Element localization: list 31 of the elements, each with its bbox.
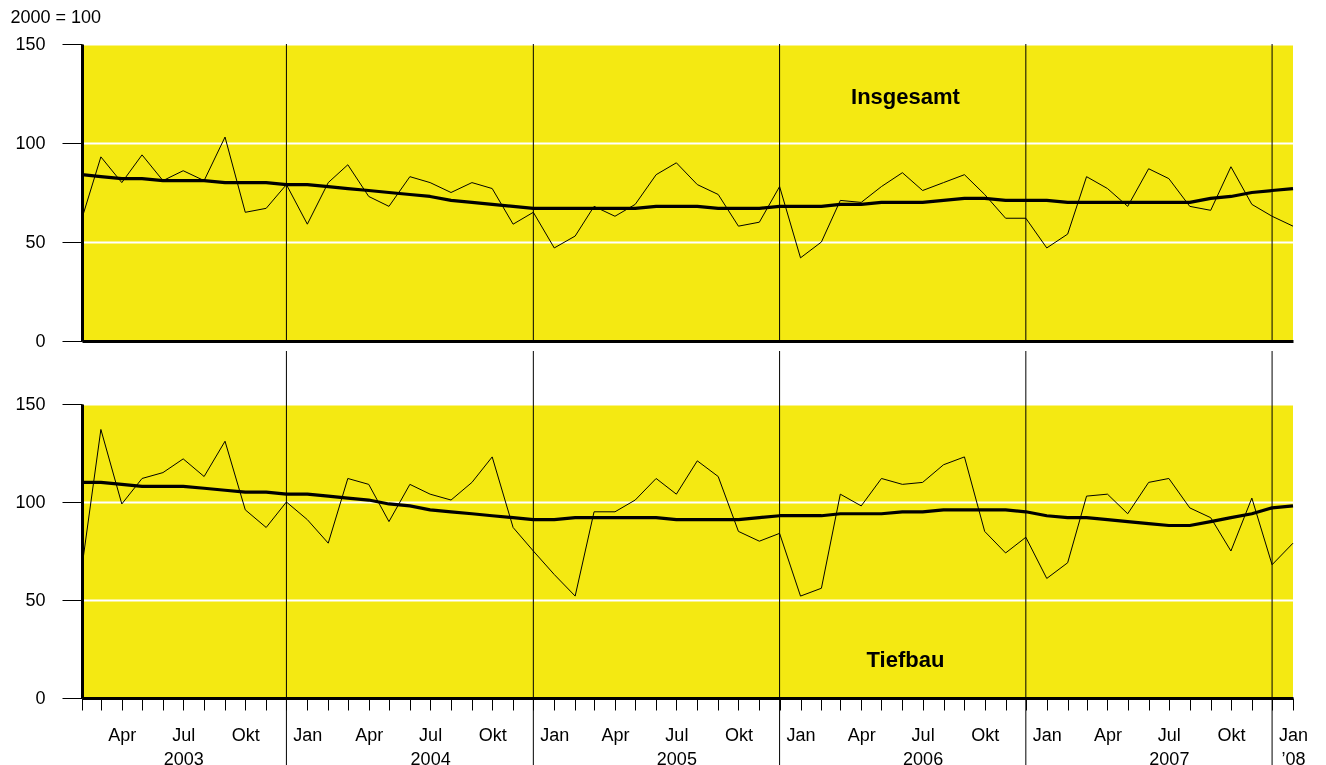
x-tick-label: Jul 2006 xyxy=(903,724,944,765)
text: Insgesamt xyxy=(851,84,961,109)
x-tick-label: Apr xyxy=(1093,724,1122,745)
x-tick-label: Jan xyxy=(293,724,323,745)
y-tick-label: 0 xyxy=(35,687,46,708)
x-tick-label: Okt xyxy=(478,724,507,745)
x-tick-label: Apr xyxy=(847,724,876,745)
x-tick-label: Okt xyxy=(1217,724,1246,745)
x-tick-label: Okt xyxy=(724,724,753,745)
x-tick-label: Jul 2007 xyxy=(1149,724,1190,765)
y-tick-label: 100 xyxy=(15,132,46,153)
x-tick-label: Jan xyxy=(786,724,816,745)
x-tick-label: Jan xyxy=(1032,724,1062,745)
y-tick-label: 150 xyxy=(15,33,46,54)
y-tick-label: 0 xyxy=(35,330,46,351)
y-tick-label: 100 xyxy=(15,491,46,512)
y-tick-label: 50 xyxy=(25,589,46,610)
y-tick-label: 150 xyxy=(15,393,46,414)
y-axis-title: 2000 = 100 xyxy=(10,6,102,27)
x-tick-label: Jul 2005 xyxy=(656,724,697,765)
y-tick-label: 50 xyxy=(25,231,46,252)
x-tick-label: Jul 2003 xyxy=(163,724,204,765)
x-tick-label: Apr xyxy=(601,724,630,745)
x-tick-label: Okt xyxy=(231,724,260,745)
x-tick-label: Apr xyxy=(355,724,384,745)
x-tick-label: Apr xyxy=(108,724,137,745)
x-tick-label: Jul 2004 xyxy=(410,724,451,765)
x-tick-label: Jan ’08 xyxy=(1278,724,1309,765)
text: Tiefbau xyxy=(866,647,945,672)
x-tick-label: Okt xyxy=(971,724,1000,745)
x-tick-label: Jan xyxy=(540,724,570,745)
